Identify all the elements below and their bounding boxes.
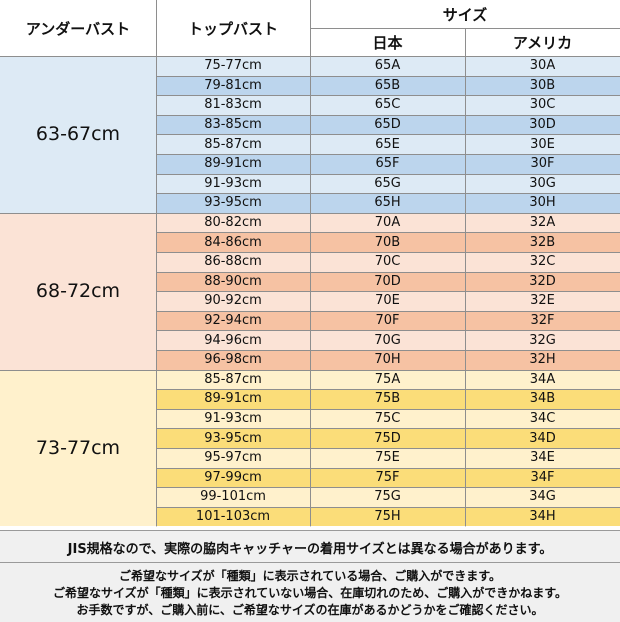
- us-size-cell: 32H: [465, 350, 620, 370]
- top-bust-cell: 85-87cm: [156, 369, 310, 390]
- japan-size-cell: 70G: [310, 330, 465, 350]
- japan-size-cell: 75D: [310, 428, 465, 448]
- us-size-cell: 32B: [465, 232, 620, 252]
- top-bust-cell: 89-91cm: [156, 389, 310, 409]
- header-size: サイズ: [442, 5, 488, 24]
- japan-size-cell: 70F: [310, 310, 465, 331]
- under-bust-cell: 63-67cm: [0, 56, 156, 213]
- header-top-bust: トップバスト: [187, 19, 278, 38]
- us-size-cell: 34D: [465, 428, 620, 448]
- top-bust-cell: 84-86cm: [156, 232, 310, 252]
- japan-size-cell: 65D: [310, 114, 465, 135]
- us-size-cell: 30G: [465, 173, 620, 194]
- us-size-cell: 34C: [465, 408, 620, 429]
- top-bust-cell: 92-94cm: [156, 310, 310, 331]
- japan-size-cell: 75H: [310, 506, 465, 527]
- us-size-cell: 34G: [465, 487, 620, 507]
- japan-size-cell: 75C: [310, 408, 465, 429]
- top-bust-cell: 96-98cm: [156, 350, 310, 370]
- top-bust-cell: 93-95cm: [156, 193, 310, 213]
- purchase-note-line: ご希望なサイズが「種類」に表示されている場合、ご購入ができます。: [118, 569, 502, 583]
- top-bust-cell: 75-77cm: [156, 56, 310, 76]
- japan-size-cell: 75F: [310, 467, 465, 488]
- us-size-cell: 34F: [465, 467, 620, 488]
- us-size-cell: 34E: [465, 448, 620, 468]
- under-bust-cell: 73-77cm: [0, 369, 156, 527]
- purchase-notes: ご希望なサイズが「種類」に表示されている場合、ご購入ができます。 ご希望なサイズ…: [0, 562, 620, 622]
- header-japan: 日本: [372, 33, 403, 52]
- us-size-cell: 30C: [465, 95, 620, 115]
- top-bust-cell: 85-87cm: [156, 134, 310, 154]
- japan-size-cell: 75G: [310, 487, 465, 507]
- top-bust-cell: 80-82cm: [156, 212, 310, 233]
- us-size-cell: 30H: [465, 193, 620, 213]
- purchase-note-line: お手数ですが、ご購入前に、ご希望なサイズの在庫があるかどうかをご確認ください。: [76, 603, 544, 617]
- us-size-cell: 32E: [465, 291, 620, 311]
- us-size-cell: 32D: [465, 271, 620, 292]
- top-bust-cell: 91-93cm: [156, 408, 310, 429]
- top-bust-cell: 99-101cm: [156, 487, 310, 507]
- japan-size-cell: 65B: [310, 75, 465, 96]
- us-size-cell: 30F: [465, 154, 620, 174]
- us-size-cell: 34H: [465, 506, 620, 527]
- japan-size-cell: 65A: [310, 56, 465, 76]
- japan-size-cell: 75B: [310, 389, 465, 409]
- japan-size-cell: 65F: [310, 154, 465, 174]
- japan-size-cell: 70D: [310, 271, 465, 292]
- header-under-bust: アンダーバスト: [25, 19, 131, 38]
- japan-size-cell: 70C: [310, 252, 465, 272]
- japan-size-cell: 70H: [310, 350, 465, 370]
- us-size-cell: 30B: [465, 75, 620, 96]
- under-bust-cell: 68-72cm: [0, 212, 156, 370]
- top-bust-cell: 91-93cm: [156, 173, 310, 194]
- jis-note: JIS規格なので、実際の脇肉キャッチャーの着用サイズとは異なる場合があります。: [0, 530, 620, 563]
- top-bust-cell: 93-95cm: [156, 428, 310, 448]
- top-bust-cell: 83-85cm: [156, 114, 310, 135]
- purchase-note-line: ご希望なサイズが「種類」に表示されていない場合、在庫切れのため、ご購入ができかね…: [52, 586, 568, 600]
- us-size-cell: 34B: [465, 389, 620, 409]
- top-bust-cell: 95-97cm: [156, 448, 310, 468]
- japan-size-cell: 70B: [310, 232, 465, 252]
- us-size-cell: 30E: [465, 134, 620, 154]
- japan-size-cell: 65G: [310, 173, 465, 194]
- top-bust-cell: 86-88cm: [156, 252, 310, 272]
- top-bust-cell: 89-91cm: [156, 154, 310, 174]
- us-size-cell: 32F: [465, 310, 620, 331]
- top-bust-cell: 97-99cm: [156, 467, 310, 488]
- header-america: アメリカ: [512, 33, 573, 52]
- top-bust-cell: 90-92cm: [156, 291, 310, 311]
- top-bust-cell: 81-83cm: [156, 95, 310, 115]
- us-size-cell: 34A: [465, 369, 620, 390]
- us-size-cell: 32C: [465, 252, 620, 272]
- us-size-cell: 32G: [465, 330, 620, 350]
- top-bust-cell: 101-103cm: [156, 506, 310, 527]
- japan-size-cell: 65C: [310, 95, 465, 115]
- us-size-cell: 30A: [465, 56, 620, 76]
- top-bust-cell: 94-96cm: [156, 330, 310, 350]
- top-bust-cell: 88-90cm: [156, 271, 310, 292]
- japan-size-cell: 75A: [310, 369, 465, 390]
- japan-size-cell: 65H: [310, 193, 465, 213]
- top-bust-cell: 79-81cm: [156, 75, 310, 96]
- us-size-cell: 30D: [465, 114, 620, 135]
- japan-size-cell: 70A: [310, 212, 465, 233]
- japan-size-cell: 65E: [310, 134, 465, 154]
- japan-size-cell: 75E: [310, 448, 465, 468]
- us-size-cell: 32A: [465, 212, 620, 233]
- japan-size-cell: 70E: [310, 291, 465, 311]
